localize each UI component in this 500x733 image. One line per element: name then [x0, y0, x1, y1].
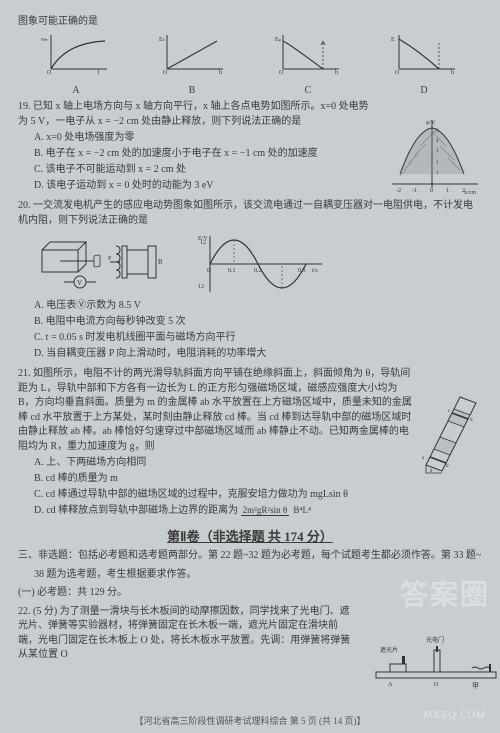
- q18-labels: A B C D: [18, 85, 482, 96]
- graph-a: vₘ 1 O: [41, 33, 111, 83]
- svg-text:Eₖ: Eₖ: [159, 37, 166, 43]
- svg-text:O: O: [279, 70, 284, 75]
- q21-opt-b: B. cd 棒的质量为 m: [34, 471, 482, 486]
- svg-text:a: a: [422, 456, 425, 461]
- svg-text:1: 1: [97, 70, 100, 75]
- svg-text:h: h: [219, 70, 222, 75]
- graph-b: Eₖ h O: [157, 33, 227, 83]
- q21-optd-prefix: D. cd 棒释放点到导轨中部磁场上边界的距离为: [34, 505, 238, 516]
- label-b: B: [157, 85, 227, 96]
- section2-sub2: 38 题为选考题，考生根据要求作答。: [18, 568, 482, 583]
- svg-text:P: P: [108, 256, 112, 262]
- q22-figure: 光电门 遮光片 A O 甲: [372, 630, 500, 695]
- svg-text:0: 0: [207, 268, 210, 274]
- svg-text:E: E: [391, 37, 395, 43]
- svg-text:0.3: 0.3: [298, 268, 306, 274]
- svg-text:O: O: [47, 70, 52, 75]
- section2-title: 第Ⅱ卷（非选择题 共 174 分）: [18, 526, 482, 545]
- svg-text:-2: -2: [396, 188, 401, 194]
- q20-stem: 20. 一交流发电机产生的感应电动势图象如图所示，该交流电通过一自耦变压器对一电…: [18, 199, 482, 228]
- svg-text:甲: 甲: [472, 682, 479, 690]
- svg-text:O: O: [395, 70, 400, 75]
- q21-opt-c: C. cd 棒通过导轨中部的磁场区域的过程中，克服安培力做功为 mgLsin θ: [34, 487, 482, 502]
- q21-options: A. 上、下两磁场方向相同 B. cd 棒的质量为 m C. cd 棒通过导轨中…: [18, 455, 482, 518]
- q20-opt-d: D. 当自耦变压器 P 向上滑动时，电阻消耗的功率增大: [34, 346, 482, 361]
- q20-options: A. 电压表Ⓥ示数为 8.5 V B. 电阻中电流方向每秒钟改变 5 次 C. …: [18, 298, 482, 361]
- svg-text:vₘ: vₘ: [41, 37, 48, 43]
- q20-opt-a: A. 电压表Ⓥ示数为 8.5 V: [34, 298, 482, 313]
- q20-sine-fig: E/V 12 -12 0.1 0.2 0.3 t/s 0: [198, 232, 328, 294]
- svg-text:R: R: [158, 258, 163, 266]
- svg-text:O: O: [163, 70, 168, 75]
- q19-graph: φ/V x/cm -2 -1 0 1 2 5 4 3 2 1: [382, 116, 482, 199]
- q20-opt-b: B. 电阻中电流方向每秒钟改变 5 次: [34, 314, 482, 329]
- q21-fraction: 2m²gR²sin θ B⁴L⁴: [241, 506, 314, 515]
- graph-d: E h O: [389, 33, 459, 83]
- q21-stem: 21. 如图所示，电阻不计的两光滑导轨斜面方向平铺在绝缘斜面上，斜面倾角为 θ，…: [18, 367, 482, 454]
- section2-sub3: (一) 必考题：共 129 分。: [18, 586, 482, 601]
- q21-opt-a: A. 上、下两磁场方向相同: [34, 455, 482, 470]
- svg-text:Eₚ: Eₚ: [275, 37, 282, 43]
- svg-text:0.2: 0.2: [254, 268, 262, 274]
- label-d: D: [389, 85, 459, 96]
- q21-opt-d: D. cd 棒释放点到导轨中部磁场上边界的距离为 2m²gR²sin θ B⁴L…: [34, 503, 482, 518]
- svg-text:-1: -1: [412, 188, 417, 194]
- q18-header: 图象可能正确的是: [18, 12, 482, 27]
- page-footer: 【河北省高三阶段性调研考试理科综合 第 5 页 (共 14 页)】: [0, 714, 500, 727]
- svg-text:x/cm: x/cm: [464, 190, 476, 196]
- svg-text:h: h: [335, 70, 338, 75]
- svg-text:0.1: 0.1: [228, 268, 236, 274]
- label-a: A: [41, 85, 111, 96]
- q21: 21. 如图所示，电阻不计的两光滑导轨斜面方向平铺在绝缘斜面上，斜面倾角为 θ，…: [18, 367, 482, 518]
- frac-num: 2m²gR²sin θ: [241, 505, 289, 516]
- svg-text:t/s: t/s: [312, 268, 318, 274]
- svg-text:0: 0: [430, 188, 433, 194]
- svg-text:c: c: [448, 409, 451, 414]
- svg-text:光电门: 光电门: [426, 636, 444, 644]
- q20-figures: V P R E/V 12 -12 0.1 0.2 0.3 t/s 0: [38, 232, 482, 294]
- graph-c: Eₚ h O: [273, 33, 343, 83]
- q20-generator-fig: V P R: [38, 232, 178, 294]
- q20-opt-c: C. t = 0.05 s 时发电机线圈平面与磁场方向平行: [34, 330, 482, 345]
- svg-text:2: 2: [462, 188, 465, 194]
- svg-text:φ/V: φ/V: [426, 120, 436, 126]
- q20: 20. 一交流发电机产生的感应电动势图象如图所示，该交流电通过一自耦变压器对一电…: [18, 199, 482, 361]
- svg-text:遮光片: 遮光片: [380, 646, 398, 654]
- svg-text:1: 1: [446, 188, 449, 194]
- svg-text:12: 12: [200, 240, 206, 246]
- svg-text:b: b: [446, 464, 449, 469]
- svg-text:d: d: [470, 418, 473, 423]
- frac-den: B⁴L⁴: [291, 505, 313, 515]
- svg-text:O: O: [434, 682, 439, 688]
- label-c: C: [273, 85, 343, 96]
- q21-figure: a b c d θ: [420, 387, 482, 480]
- q18-graphs-row: vₘ 1 O Eₖ h O Eₚ h O: [18, 33, 482, 83]
- svg-text:V: V: [77, 279, 82, 287]
- svg-text:-12: -12: [198, 284, 204, 290]
- svg-text:A: A: [388, 682, 393, 688]
- section2-sub1: 三、非选题：包括必考题和选考题两部分。第 22 题~32 题为必考题，每个试题考…: [18, 549, 482, 564]
- q19: 19. 已知 x 轴上电场方向与 x 轴方向平行，x 轴上各点电势如图所示。x=…: [18, 100, 482, 193]
- svg-text:h: h: [451, 70, 454, 75]
